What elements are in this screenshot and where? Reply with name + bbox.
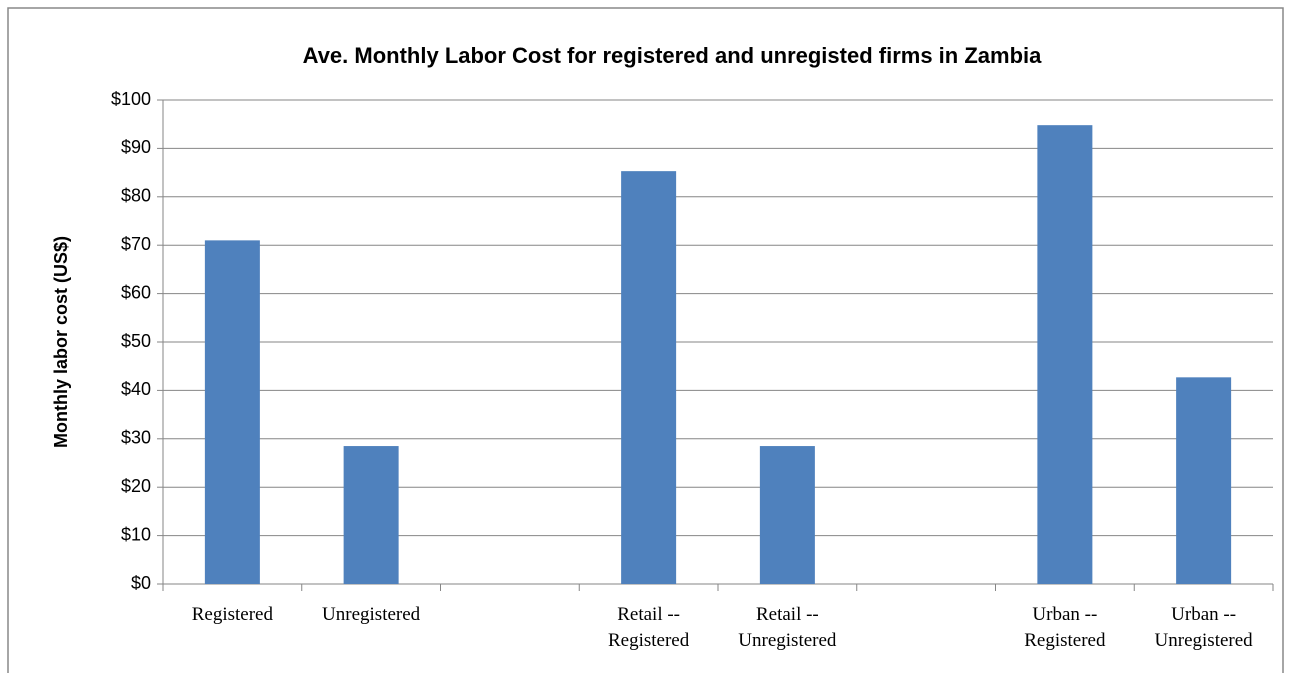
x-tick-label: Retail -- Registered: [607, 604, 690, 651]
y-tick-label: $80: [121, 186, 151, 206]
y-tick-label: $90: [121, 137, 151, 157]
bar: [204, 240, 260, 585]
y-tick-label: $0: [131, 573, 151, 593]
x-tick-label: Registered: [191, 604, 273, 625]
y-axis-label: Monthly labor cost (US$): [51, 236, 71, 448]
x-tick-label: Retail -- Unregistered: [738, 604, 837, 651]
chart-title: Ave. Monthly Labor Cost for registered a…: [303, 43, 1043, 68]
y-tick-label: $20: [121, 476, 151, 496]
bar: [1176, 377, 1232, 584]
bar: [621, 171, 677, 584]
bar: [1037, 125, 1093, 584]
x-tick-label: Unregistered: [322, 604, 421, 625]
y-tick-label: $30: [121, 428, 151, 448]
y-tick-label: $50: [121, 331, 151, 351]
bar: [759, 446, 815, 584]
x-tick-label: Urban -- Registered: [1024, 604, 1106, 651]
chart-border: [7, 7, 1284, 673]
y-tick-label: $60: [121, 282, 151, 302]
bar: [343, 446, 399, 584]
y-tick-label: $10: [121, 524, 151, 544]
x-tick-label: Urban -- Unregistered: [1154, 604, 1253, 651]
y-tick-label: $40: [121, 379, 151, 399]
y-tick-label: $100: [111, 89, 151, 109]
y-tick-label: $70: [121, 234, 151, 254]
